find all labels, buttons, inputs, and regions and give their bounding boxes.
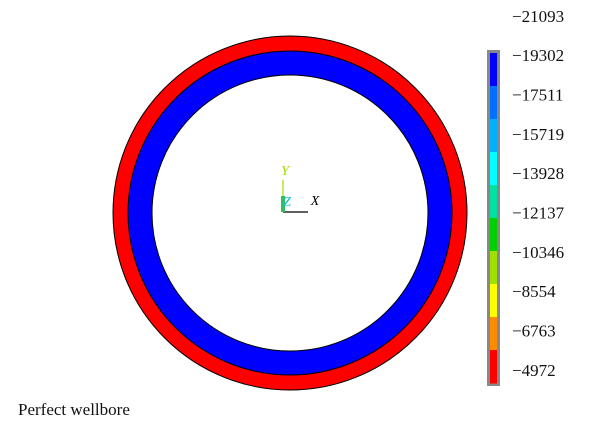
legend-label: −21093 bbox=[512, 7, 564, 26]
legend-label: −6763 bbox=[512, 322, 556, 341]
z-axis bbox=[281, 196, 285, 212]
legend-bands bbox=[490, 53, 497, 384]
legend-band bbox=[490, 284, 497, 318]
bore bbox=[151, 74, 429, 352]
legend-band bbox=[490, 251, 497, 285]
legend-band bbox=[490, 317, 497, 351]
legend-label: −17511 bbox=[512, 86, 563, 105]
legend-band bbox=[490, 53, 497, 87]
legend-band bbox=[490, 86, 497, 120]
z-label: Z bbox=[283, 195, 291, 210]
legend-label: −13928 bbox=[512, 164, 564, 183]
x-label: X bbox=[310, 194, 320, 209]
legend-band bbox=[490, 350, 497, 384]
legend-label: −10346 bbox=[512, 243, 564, 262]
caption: Perfect wellbore bbox=[18, 400, 130, 419]
axis-triad: Y Z X bbox=[281, 164, 320, 213]
legend-label: −4972 bbox=[512, 361, 556, 380]
legend-band bbox=[490, 185, 497, 219]
legend-band bbox=[490, 119, 497, 153]
legend-label: −19302 bbox=[512, 46, 564, 65]
legend-band bbox=[490, 218, 497, 252]
y-label: Y bbox=[281, 164, 291, 179]
legend-label: −15719 bbox=[512, 125, 564, 144]
legend-labels: −21093 −19302 −17511 −15719 −13928 −12137 −103… bbox=[512, 7, 565, 380]
legend-band bbox=[490, 152, 497, 186]
legend-label: −8554 bbox=[512, 282, 556, 301]
legend-label: −12137 bbox=[512, 204, 565, 223]
